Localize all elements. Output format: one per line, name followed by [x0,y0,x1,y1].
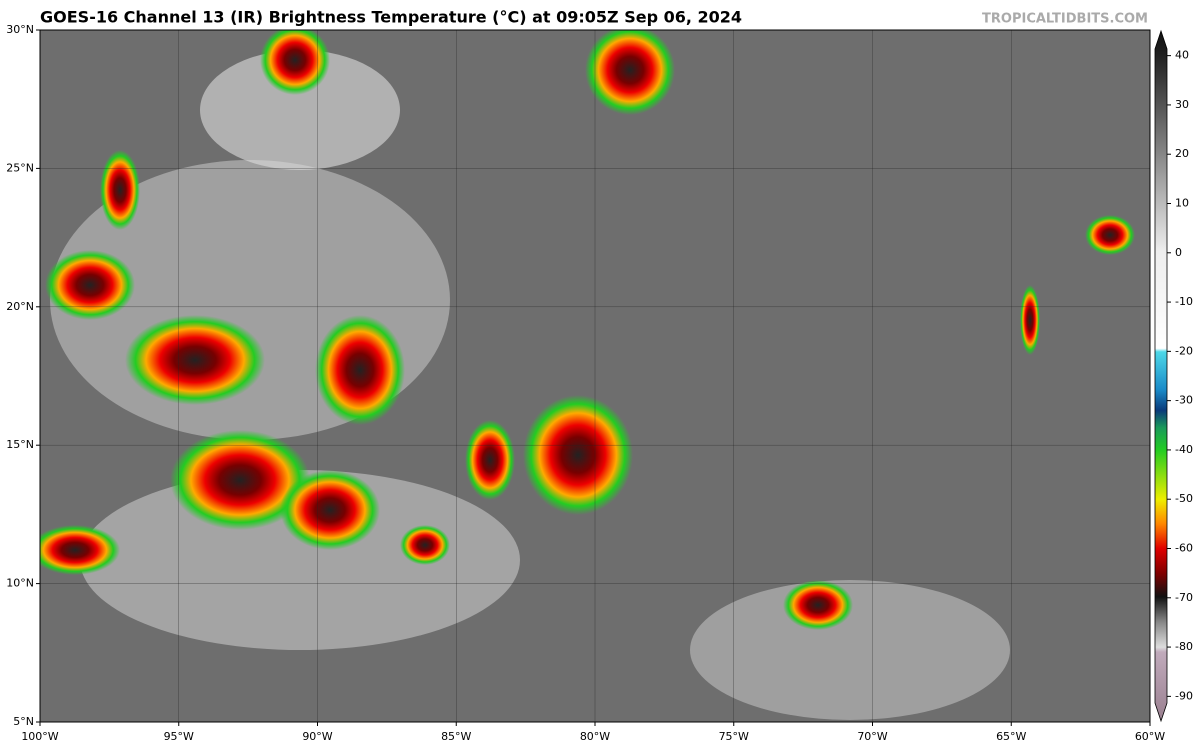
x-tick-label: 65°W [996,730,1026,743]
colorbar-tick-label: 40 [1175,49,1189,62]
x-tick-label: 70°W [857,730,887,743]
colorbar [1154,29,1168,723]
y-tick-label: 15°N [6,438,34,451]
colorbar-tick-label: 0 [1175,246,1182,259]
y-tick-label: 25°N [6,161,34,174]
colorbar-tick-label: -50 [1175,492,1193,505]
x-tick-label: 100°W [21,730,58,743]
x-tick-label: 90°W [302,730,332,743]
colorbar-tick-label: 10 [1175,197,1189,210]
x-tick-label: 75°W [719,730,749,743]
satellite-image [40,30,1150,722]
colorbar-tick-label: 30 [1175,98,1189,111]
colorbar-tick-label: -10 [1175,295,1193,308]
colorbar-scale [1154,29,1168,723]
x-tick-label: 95°W [164,730,194,743]
x-tick-label: 60°W [1135,730,1165,743]
y-tick-label: 20°N [6,300,34,313]
y-tick-label: 30°N [6,23,34,36]
colorbar-tick-label: -60 [1175,542,1193,555]
x-tick-label: 85°W [441,730,471,743]
title: GOES-16 Channel 13 (IR) Brightness Tempe… [40,8,742,27]
x-tick-label: 80°W [580,730,610,743]
y-tick-label: 10°N [6,577,34,590]
colorbar-tick-label: -20 [1175,344,1193,357]
colorbar-tick-label: -40 [1175,443,1193,456]
y-tick-label: 5°N [13,715,34,728]
colorbar-tick-label: -70 [1175,591,1193,604]
colorbar-tick-label: -80 [1175,640,1193,653]
colorbar-tick-label: -30 [1175,394,1193,407]
watermark: TROPICALTIDBITS.COM [982,12,1148,27]
colorbar-tick-label: 20 [1175,147,1189,160]
colorbar-tick-label: -90 [1175,689,1193,702]
